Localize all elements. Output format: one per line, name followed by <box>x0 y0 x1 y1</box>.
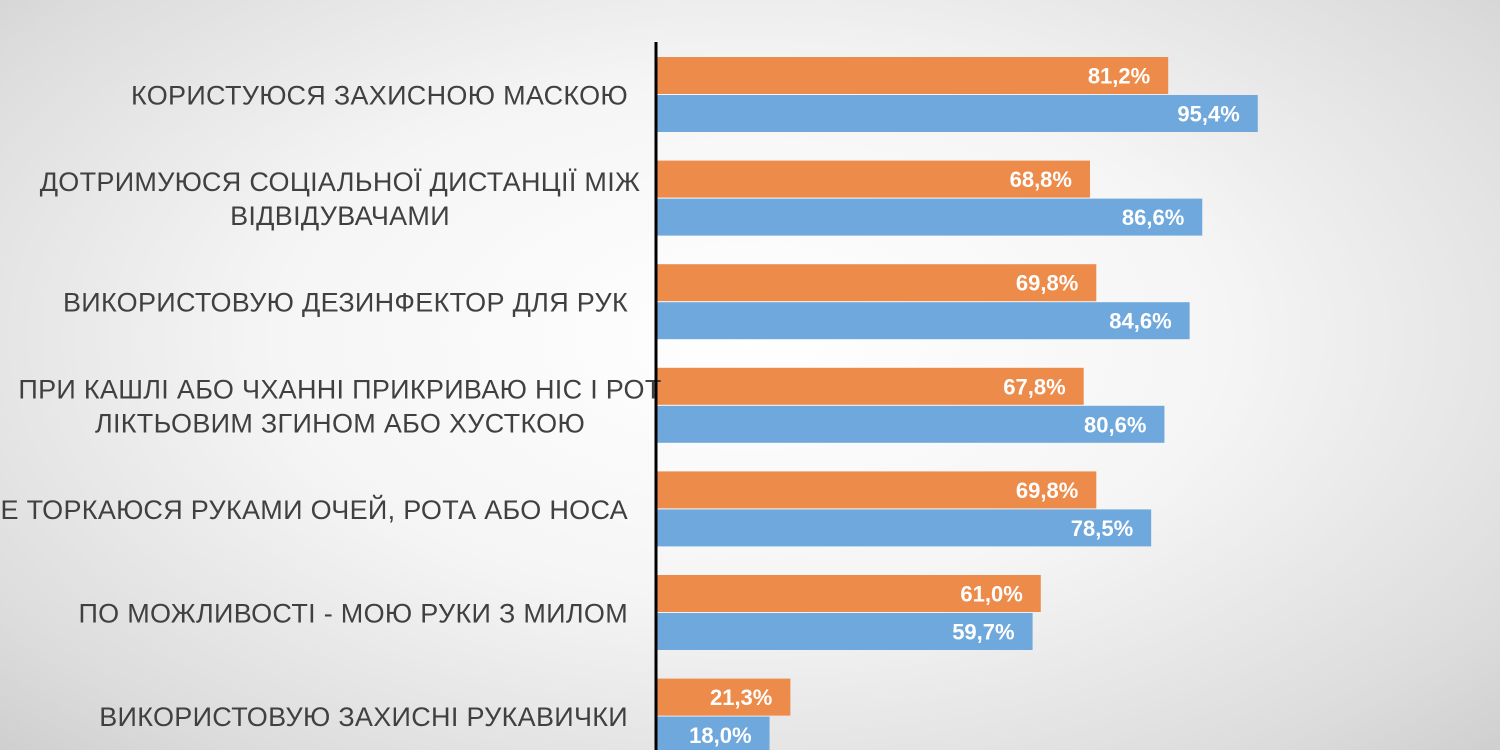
bar <box>656 160 1090 198</box>
data-label: 69,8% <box>1016 478 1078 503</box>
category-label: ПО МОЖЛИВОСТІ - МОЮ РУКИ З МИЛОМ <box>78 599 628 629</box>
data-label: 18,0% <box>689 723 751 748</box>
category-label-line: КОРИСТУЮСЯ ЗАХИСНОЮ МАСКОЮ <box>131 81 628 111</box>
bar <box>656 471 1097 509</box>
category-label-line: НЕ ТОРКАЮСЯ РУКАМИ ОЧЕЙ, РОТА АБО НОСА <box>0 494 628 525</box>
data-label: 84,6% <box>1109 309 1171 334</box>
data-label: 80,6% <box>1084 412 1146 437</box>
category-label: ВИКОРИСТОВУЮ ЗАХИСНІ РУКАВИЧКИ <box>99 702 628 732</box>
bar <box>656 198 1203 236</box>
data-label: 21,3% <box>710 685 772 710</box>
category-label-line: ВИКОРИСТОВУЮ ДЕЗИНФЕКТОР ДЛЯ РУК <box>63 288 628 318</box>
data-label: 78,5% <box>1071 516 1133 541</box>
bar <box>656 57 1169 94</box>
bars-layer: 81,2% 95,4% 68,8% 86,6% 69,8% 84,6% 67,8% 80,6%… <box>656 57 1258 750</box>
category-label-line: ДОТРИМУЮСЯ СОЦІАЛЬНОЇ ДИСТАНЦІЇ МІЖ <box>40 167 641 197</box>
data-label: 59,7% <box>952 620 1014 645</box>
category-label-line: ПРИ КАШЛІ АБО ЧХАННІ ПРИКРИВАЮ НІС І РОТ <box>18 374 661 404</box>
data-label: 67,8% <box>1003 374 1065 399</box>
bar <box>656 264 1097 302</box>
category-label-line: ВИКОРИСТОВУЮ ЗАХИСНІ РУКАВИЧКИ <box>99 702 628 732</box>
bar <box>656 678 791 716</box>
category-label: ВИКОРИСТОВУЮ ДЕЗИНФЕКТОР ДЛЯ РУК <box>63 288 628 318</box>
category-label: ДОТРИМУЮСЯ СОЦІАЛЬНОЇ ДИСТАНЦІЇ МІЖ ВІДВІ… <box>40 167 641 231</box>
bar <box>656 575 1041 612</box>
bar <box>656 302 1190 340</box>
bar <box>656 613 1033 650</box>
bar <box>656 367 1084 405</box>
data-label: 81,2% <box>1088 64 1150 89</box>
category-label: НЕ ТОРКАЮСЯ РУКАМИ ОЧЕЙ, РОТА АБО НОСА <box>0 494 628 525</box>
bar <box>656 509 1152 547</box>
data-label: 86,6% <box>1122 205 1184 230</box>
category-label: ПРИ КАШЛІ АБО ЧХАННІ ПРИКРИВАЮ НІС І РОТ… <box>18 374 661 438</box>
bar <box>656 716 770 750</box>
category-label-line: ЛІКТЬОВИМ ЗГИНОМ АБО ХУСТКОЮ <box>95 408 585 438</box>
data-label: 69,8% <box>1016 271 1078 296</box>
data-label: 68,8% <box>1010 167 1072 192</box>
data-label: 95,4% <box>1177 102 1239 127</box>
category-label-line: ВІДВІДУВАЧАМИ <box>230 201 450 231</box>
category-labels: КОРИСТУЮСЯ ЗАХИСНОЮ МАСКОЮ ДОТРИМУЮСЯ СОЦ… <box>0 81 661 733</box>
bar <box>656 95 1258 132</box>
bar <box>656 405 1165 443</box>
category-label-line: ПО МОЖЛИВОСТІ - МОЮ РУКИ З МИЛОМ <box>78 599 628 629</box>
data-label: 61,0% <box>960 582 1022 607</box>
category-label: КОРИСТУЮСЯ ЗАХИСНОЮ МАСКОЮ <box>131 81 628 111</box>
